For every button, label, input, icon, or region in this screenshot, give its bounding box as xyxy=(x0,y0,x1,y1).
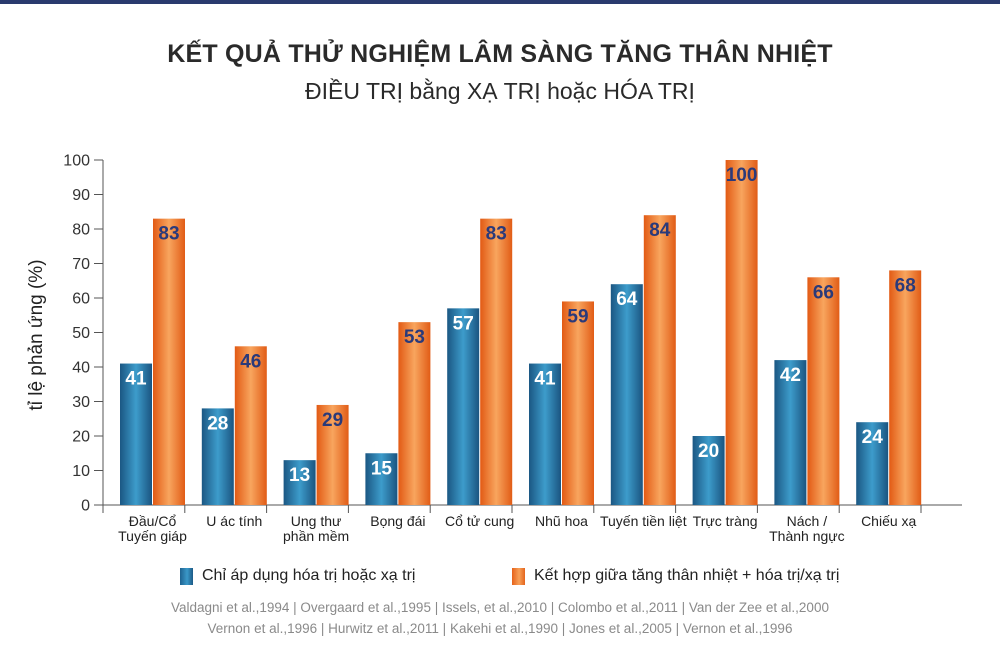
x-category-label: Cổ tử cung xyxy=(445,513,514,529)
bar-series-1 xyxy=(856,422,889,505)
bar-series-1 xyxy=(365,453,398,505)
x-category-label: phần mềm xyxy=(283,528,349,544)
bar-series-2 xyxy=(398,322,431,505)
legend-swatch-series-1 xyxy=(180,567,193,585)
y-tick-label: 10 xyxy=(72,463,90,480)
bar-value-label: 100 xyxy=(726,165,758,186)
top-rule xyxy=(0,0,1000,4)
references-line-1: Valdagni et al.,1994 | Overgaard et al.,… xyxy=(171,600,829,615)
y-tick-label: 90 xyxy=(72,187,90,204)
bar-value-label: 53 xyxy=(404,327,425,348)
x-category-label: Đầu/Cổ xyxy=(129,513,177,529)
x-category-label: Trực tràng xyxy=(693,513,758,529)
bar-series-2 xyxy=(316,404,349,505)
y-tick-label: 80 xyxy=(72,222,90,239)
bar-series-2 xyxy=(725,160,758,505)
bar-series-2 xyxy=(480,218,513,505)
bar-series-1 xyxy=(120,363,152,505)
bar-value-label: 13 xyxy=(289,465,310,486)
y-tick-label: 60 xyxy=(72,291,90,308)
y-tick-label: 50 xyxy=(72,325,90,342)
bar-series-1 xyxy=(529,363,561,505)
bar-value-label: 24 xyxy=(862,427,884,448)
x-category-label: Nhũ hoa xyxy=(535,513,588,529)
x-category-label: Tuyến giáp xyxy=(118,528,187,544)
y-tick-label: 100 xyxy=(63,153,90,170)
y-axis-label: tỉ lệ phản ứng (%) xyxy=(26,259,47,411)
bar-value-label: 20 xyxy=(698,441,719,462)
x-category-label: Tuyến tiền liệt xyxy=(600,513,687,529)
bar-value-label: 64 xyxy=(616,289,638,310)
bar-series-2 xyxy=(562,301,594,505)
chart-title: KẾT QUẢ THỬ NGHIỆM LÂM SÀNG TĂNG THÂN NH… xyxy=(167,40,833,68)
bar-value-label: 84 xyxy=(649,220,671,241)
bar-series-2 xyxy=(643,215,676,505)
bar-series-1 xyxy=(610,284,643,505)
bar-value-label: 57 xyxy=(453,313,474,334)
y-tick-label: 0 xyxy=(81,498,90,515)
y-tick-label: 40 xyxy=(72,360,90,377)
bar-value-label: 15 xyxy=(371,458,393,479)
bar-value-label: 68 xyxy=(895,275,916,296)
bar-value-label: 83 xyxy=(486,224,507,245)
x-category-label: Bọng đái xyxy=(370,513,425,529)
bar-value-label: 41 xyxy=(534,369,556,390)
references-line-2: Vernon et al.,1996 | Hurwitz et al.,2011… xyxy=(207,621,793,636)
bar-series-1 xyxy=(774,360,807,505)
x-category-label: Ung thư xyxy=(291,513,342,529)
legend-label-series-1: Chỉ áp dụng hóa trị hoặc xạ trị xyxy=(202,567,416,584)
legend-swatch-series-2 xyxy=(512,567,525,585)
bar-value-label: 41 xyxy=(125,369,147,390)
legend-item-series-1: Chỉ áp dụng hóa trị hoặc xạ trị xyxy=(180,566,415,586)
bar-series-1 xyxy=(201,408,234,505)
y-tick-label: 70 xyxy=(72,256,90,273)
bar-value-label: 28 xyxy=(207,413,228,434)
chart-subtitle: ĐIỀU TRỊ bằng XẠ TRỊ hoặc HÓA TRỊ xyxy=(305,78,695,104)
bar-value-label: 46 xyxy=(240,351,261,372)
bar-value-label: 83 xyxy=(158,224,179,245)
bar-series-2 xyxy=(889,270,922,505)
bar-series-1 xyxy=(692,436,725,505)
bar-value-label: 29 xyxy=(322,410,343,431)
bar-series-1 xyxy=(283,460,316,505)
x-category-label: U ác tính xyxy=(206,513,262,529)
bar-series-2 xyxy=(807,277,840,505)
x-category-label: Nách / xyxy=(787,513,828,529)
legend-item-series-2: Kết hợp giữa tăng thân nhiệt + hóa trị/x… xyxy=(512,566,839,586)
bar-series-2 xyxy=(234,346,267,505)
x-category-label: Chiếu xạ xyxy=(861,513,916,529)
y-tick-label: 30 xyxy=(72,394,90,411)
y-tick-label: 20 xyxy=(72,429,90,446)
bar-series-2 xyxy=(153,218,185,505)
bar-value-label: 42 xyxy=(780,365,801,386)
x-category-label: Thành ngực xyxy=(769,528,845,544)
bar-series-1 xyxy=(447,308,480,505)
bar-value-label: 59 xyxy=(567,306,588,327)
bar-value-label: 66 xyxy=(813,282,834,303)
legend-label-series-2: Kết hợp giữa tăng thân nhiệt + hóa trị/x… xyxy=(534,567,840,584)
